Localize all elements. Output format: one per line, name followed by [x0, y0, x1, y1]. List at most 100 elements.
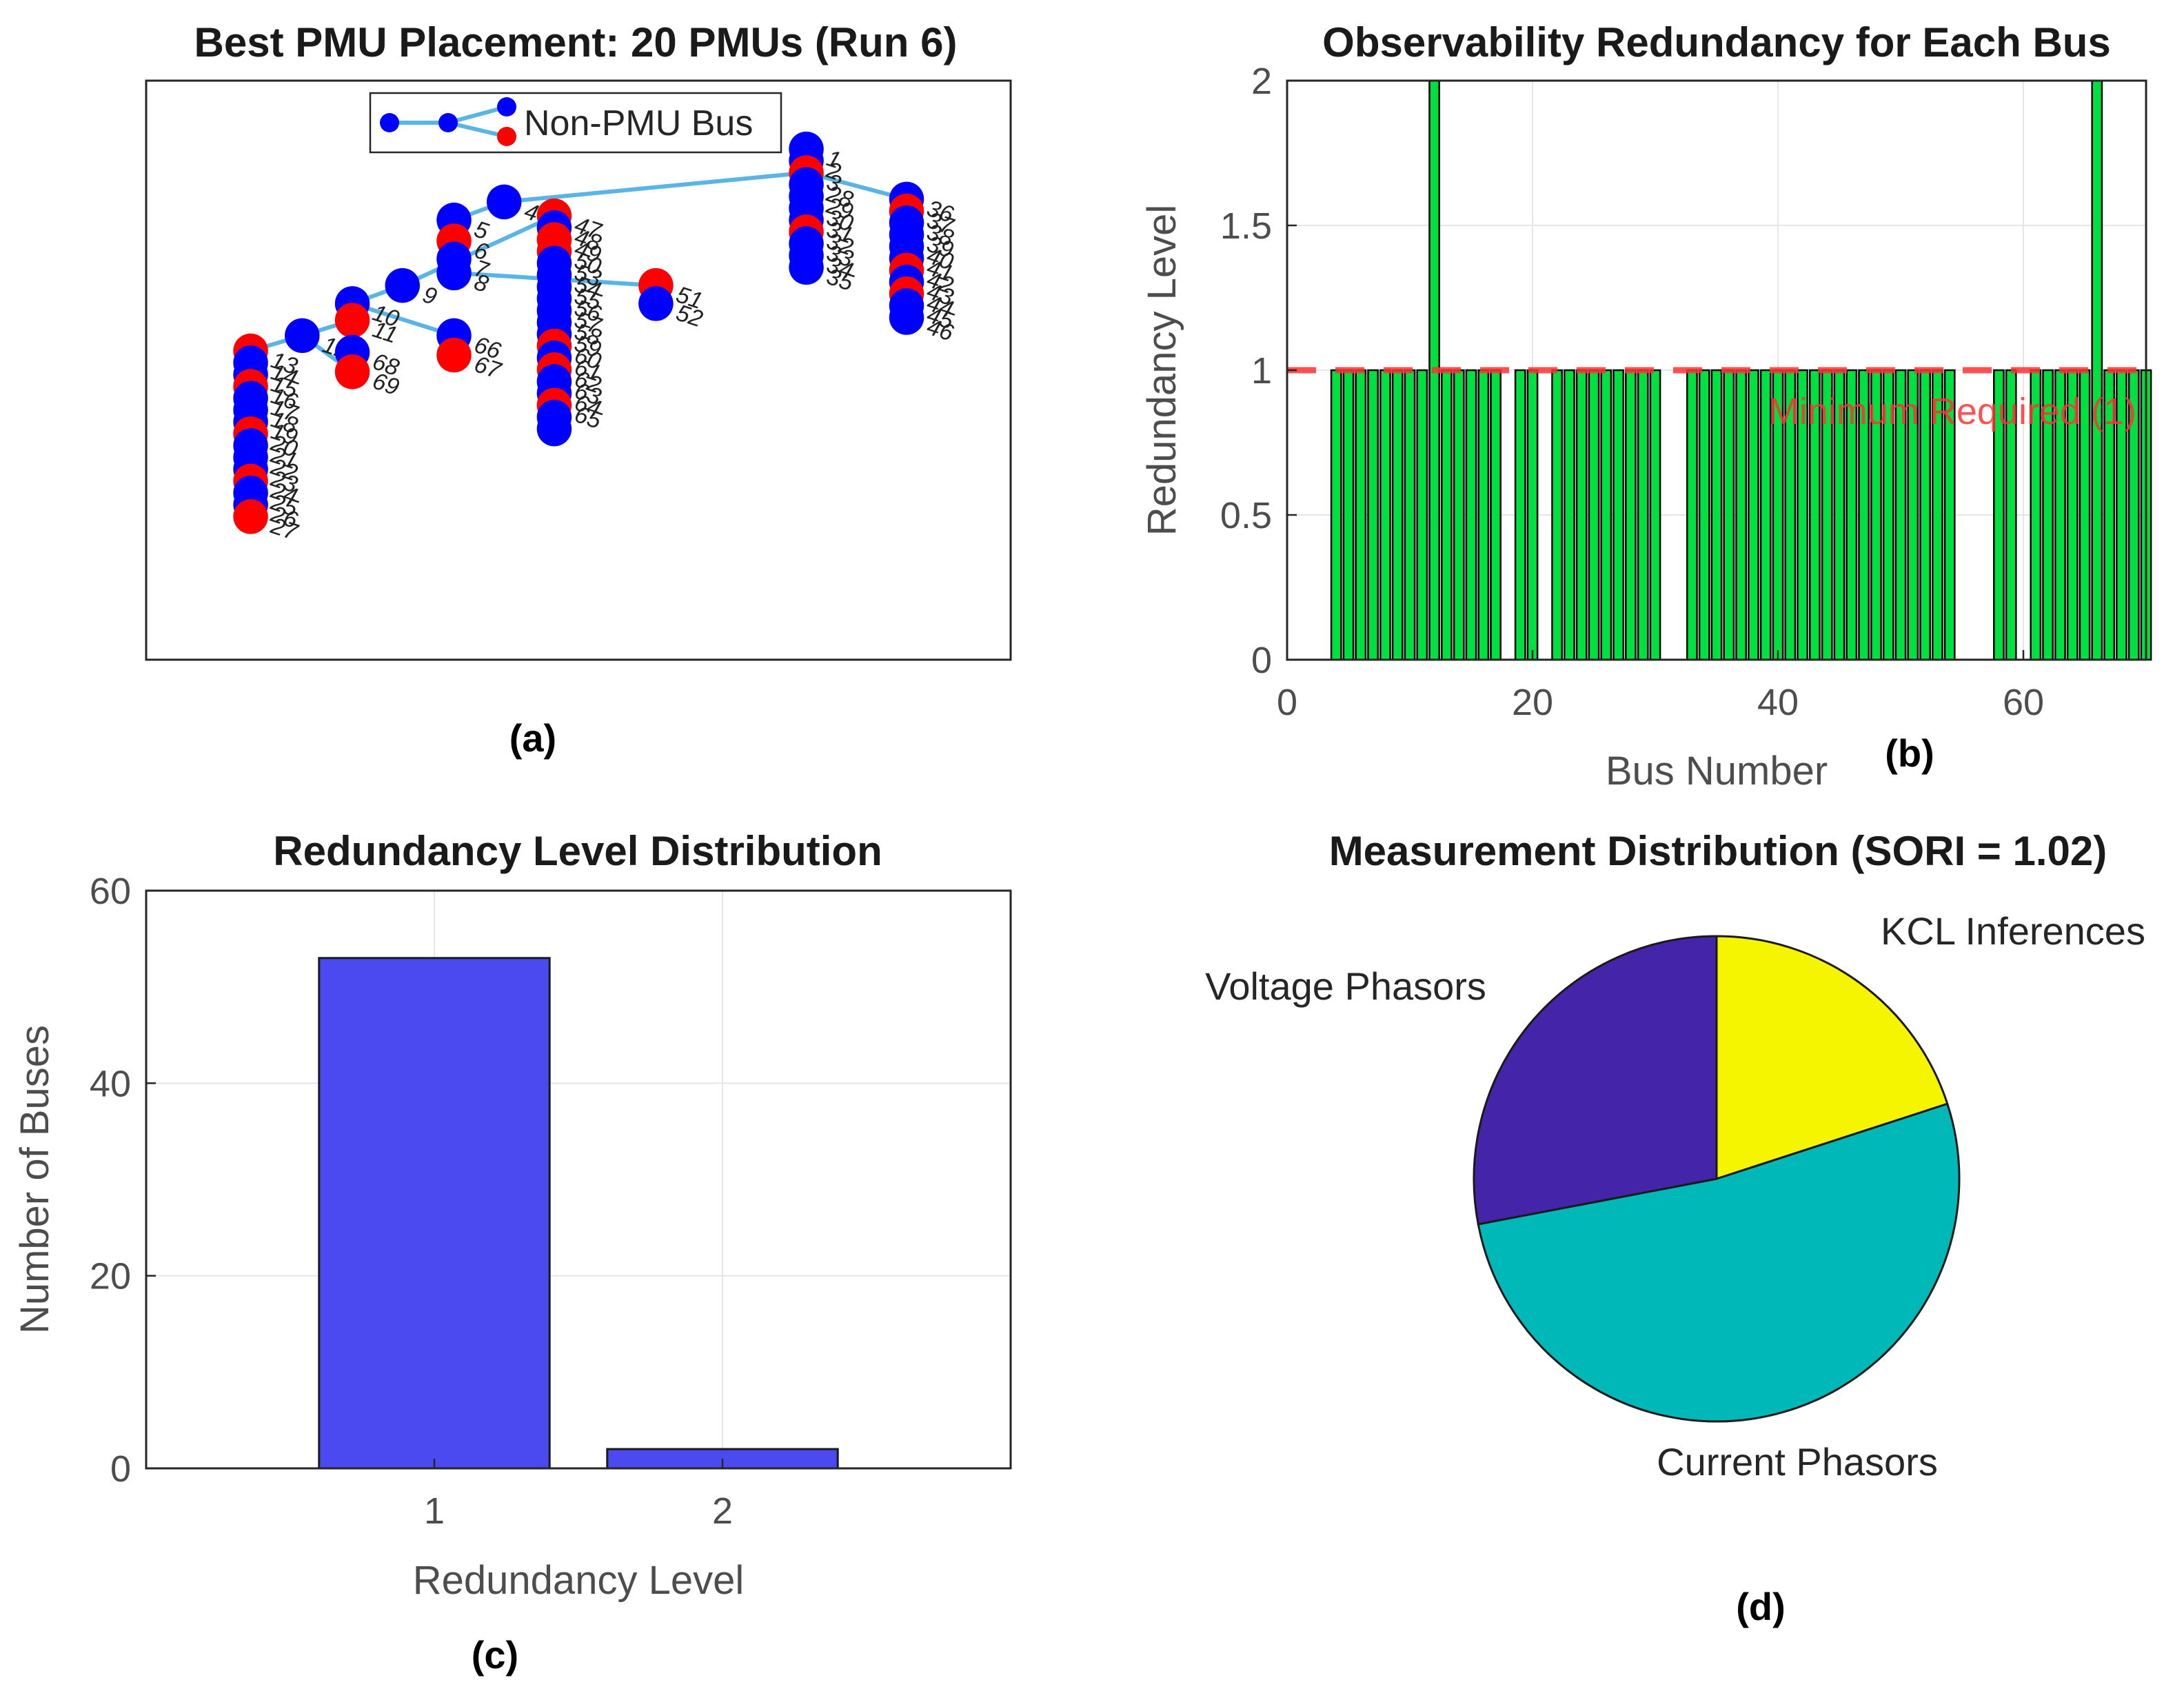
- tick-label-y: 40: [90, 1063, 131, 1104]
- panel-c-xlabel: Redundancy Level: [413, 1558, 744, 1603]
- panel-c-title: Redundancy Level Distribution: [273, 828, 882, 874]
- panel-c-label: (c): [472, 1633, 518, 1677]
- panel-b-title: Observability Redundancy for Each Bus: [1322, 19, 2111, 65]
- redundancy-bar: [1367, 369, 1379, 661]
- redundancy-bar: [1551, 369, 1563, 661]
- tick-label-y: 0.5: [1220, 495, 1272, 536]
- pie-label-kcl-inferences: KCL Inferences: [1881, 909, 2145, 953]
- pmu-bus-node: [285, 318, 320, 354]
- legend: Non-PMU Bus: [369, 92, 782, 154]
- redundancy-bar: [1710, 369, 1723, 661]
- pmu-bus-node: [789, 250, 824, 285]
- tick-label-x: 1: [424, 1490, 445, 1532]
- redundancy-bar: [1490, 369, 1502, 661]
- tick-label-y: 0: [1251, 640, 1272, 681]
- redundancy-bar: [1379, 369, 1391, 661]
- redundancy-bar: [1404, 369, 1416, 661]
- redundancy-bar: [1686, 369, 1698, 661]
- redundancy-bar: [1748, 369, 1759, 661]
- tick-label-y: 1.5: [1220, 205, 1272, 247]
- tick-label-y: 60: [90, 871, 131, 912]
- redundancy-bar: [1465, 369, 1477, 661]
- redundancy-bar: [2091, 79, 2103, 661]
- non-pmu-bus-node: [334, 354, 370, 389]
- redundancy-bar: [1625, 369, 1637, 661]
- panel-b-ylabel: Redundancy Level: [1140, 205, 1184, 536]
- redundancy-bar: [1600, 369, 1612, 661]
- panel-c-grid: [146, 890, 1011, 1469]
- threshold-label: Minimum Required (1): [1768, 391, 2136, 432]
- tick-label-x: 0: [1277, 682, 1297, 723]
- tick-label-x: 2: [712, 1490, 733, 1532]
- panel-d-pie-chart: Measurement Distribution (SORI = 1.02) K…: [1205, 828, 2145, 1628]
- redundancy-bar: [1342, 369, 1355, 661]
- redundancy-bar: [1330, 369, 1342, 661]
- pmu-bus-node: [536, 411, 572, 447]
- legend-node-pmu: [380, 113, 399, 132]
- redundancy-bar: [1588, 369, 1600, 661]
- pie-slice: [1473, 935, 1718, 1226]
- redundancy-bar: [1391, 369, 1404, 661]
- panel-b-ticks: 0 20 40 60 0 0.5 1 1.5 2: [1220, 61, 2044, 723]
- pmu-bus-node: [889, 300, 924, 335]
- pmu-bus-node: [385, 267, 421, 303]
- panel-b-xlabel: Bus Number: [1606, 749, 1828, 793]
- network-edge: [352, 301, 455, 338]
- redundancy-bar: [1514, 369, 1526, 661]
- non-pmu-bus-node: [233, 499, 268, 534]
- redundancy-bar: [1723, 369, 1735, 661]
- redundancy-bar: [1526, 369, 1539, 661]
- panel-a-title: Best PMU Placement: 20 PMUs (Run 6): [194, 19, 958, 65]
- redundancy-bar: [1698, 369, 1710, 661]
- redundancy-bar: [1453, 369, 1465, 661]
- panel-c-axes-box: [145, 889, 1012, 1470]
- panel-b-threshold: Minimum Required (1): [1287, 367, 2146, 432]
- redundancy-bar: [1575, 369, 1588, 661]
- panel-d-label: (d): [1736, 1585, 1786, 1628]
- panel-b-bar-chart: Observability Redundancy for Each Bus Mi…: [1140, 19, 2152, 793]
- tick-label-x: 20: [1512, 682, 1553, 723]
- tick-label-y: 2: [1251, 61, 1272, 102]
- redundancy-bar: [1649, 369, 1661, 661]
- legend-node-non-pmu: [497, 127, 516, 146]
- distribution-bar: [318, 957, 551, 1470]
- panel-d-title: Measurement Distribution (SORI = 1.02): [1329, 828, 2107, 874]
- legend-edge-line: [447, 121, 507, 139]
- redundancy-bar: [1564, 369, 1575, 661]
- pie-label-voltage-phasors: Voltage Phasors: [1205, 964, 1486, 1008]
- legend-node-pmu: [497, 97, 516, 117]
- panel-c-bars: [318, 957, 839, 1470]
- legend-node-pmu: [438, 113, 458, 132]
- redundancy-bar: [1735, 369, 1747, 661]
- legend-edge-line: [447, 105, 507, 125]
- network-edge: [401, 214, 556, 287]
- pie-slice: [1477, 1102, 1961, 1423]
- panel-a-label: (a): [509, 716, 556, 760]
- redundancy-bar: [1637, 369, 1649, 661]
- panel-a-axes-box: [145, 79, 1012, 661]
- pmu-bus-node: [638, 286, 674, 321]
- redundancy-bar: [1416, 369, 1428, 661]
- network-edge: [503, 170, 807, 204]
- redundancy-bar: [1477, 369, 1490, 661]
- pie-label-current-phasors: Current Phasors: [1657, 1440, 1938, 1484]
- panel-a-network: Best PMU Placement: 20 PMUs (Run 6) 1232…: [145, 19, 1012, 760]
- pmu-bus-node: [486, 184, 522, 220]
- redundancy-bar: [1355, 369, 1367, 661]
- non-pmu-bus-node: [436, 337, 472, 373]
- panel-b-label: (b): [1885, 731, 1934, 775]
- legend-label: Non-PMU Bus: [524, 103, 753, 143]
- pie-slice: [1715, 935, 1949, 1181]
- pie: [1473, 935, 1961, 1423]
- panel-c-ticks: 0 20 40 60 1 2: [90, 871, 733, 1532]
- tick-label-y: 1: [1251, 350, 1272, 392]
- redundancy-bar: [1441, 369, 1453, 661]
- tick-label-y: 20: [90, 1256, 131, 1297]
- tick-label-x: 60: [2003, 682, 2044, 723]
- network-nodes: 1232829303132333435363738394041424344454…: [233, 131, 958, 546]
- panel-c-ylabel: Number of Buses: [12, 1025, 57, 1334]
- panel-b-bars: [1330, 79, 2152, 661]
- tick-label-y: 0: [110, 1448, 131, 1490]
